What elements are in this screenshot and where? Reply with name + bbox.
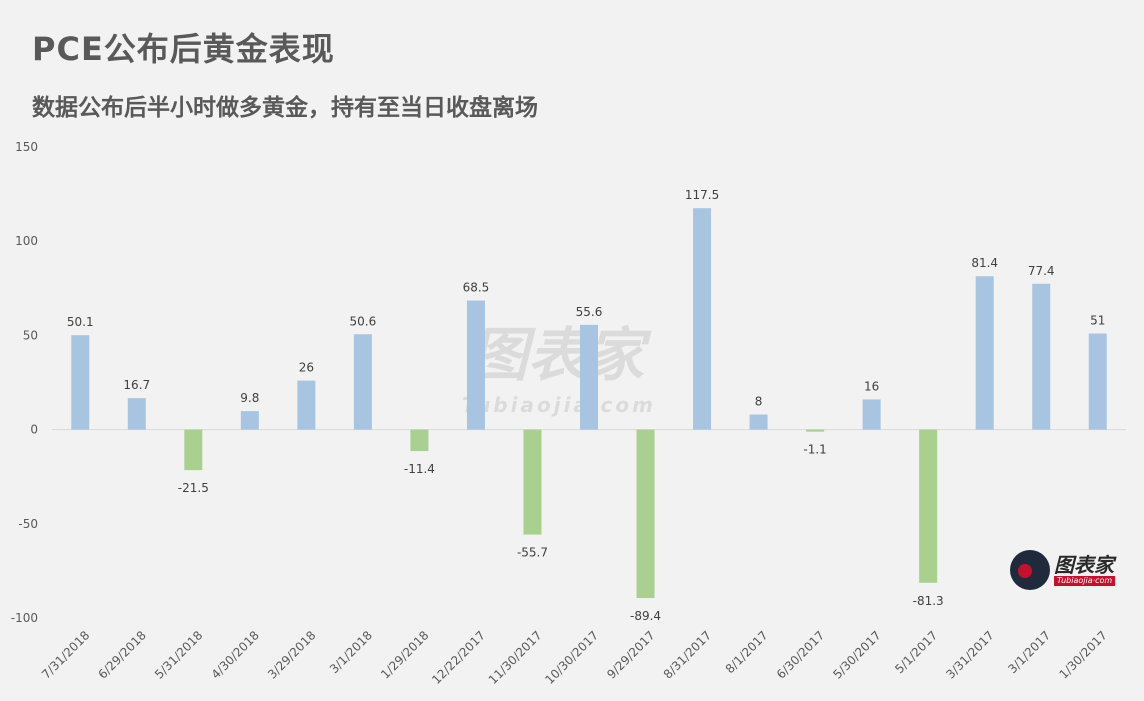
x-tick-label: 1/29/2018 — [378, 628, 431, 681]
bar — [919, 429, 938, 583]
chart-title: PCE公布后黄金表现 — [32, 30, 335, 68]
x-tick-label: 7/31/2018 — [39, 628, 92, 681]
data-label: 77.4 — [1028, 264, 1055, 278]
bar — [749, 414, 768, 430]
x-tick-label: 12/22/2017 — [429, 628, 488, 687]
x-tick-label: 4/30/2018 — [209, 628, 262, 681]
data-label: 8 — [755, 395, 763, 409]
bar — [353, 334, 372, 430]
y-tick-label: -50 — [18, 517, 38, 531]
bar — [806, 429, 825, 432]
data-label: 16 — [864, 379, 879, 393]
data-label: 50.1 — [67, 315, 94, 329]
x-tick-label: 8/31/2017 — [661, 628, 714, 681]
data-labels: 50.1 16.7 -21.5 9.8 26 50.6 -11.4 68.5 -55.7 55.6… — [67, 188, 1105, 623]
chart-subtitle: 数据公布后半小时做多黄金，持有至当日收盘离场 — [32, 95, 538, 121]
data-label: -89.4 — [630, 609, 661, 623]
x-tick-label: 3/31/2017 — [943, 628, 996, 681]
watermark-subtext: Tubiaojia·com — [462, 393, 656, 417]
y-tick-label: -100 — [11, 611, 38, 625]
data-label: 117.5 — [685, 188, 719, 202]
bar — [297, 380, 316, 430]
bar — [71, 335, 90, 430]
data-label: -1.1 — [803, 443, 826, 457]
data-label: -55.7 — [517, 546, 548, 560]
y-tick-label: 150 — [15, 140, 38, 154]
logo-head-icon — [1010, 550, 1050, 590]
data-label: 51 — [1090, 314, 1105, 328]
bar — [127, 398, 146, 430]
data-label: -11.4 — [404, 462, 435, 476]
logo-text: 图表家 — [1054, 553, 1114, 577]
data-label: 26 — [299, 361, 314, 375]
bar — [466, 300, 485, 430]
x-tick-label: 3/1/2017 — [1005, 628, 1053, 676]
x-tick-label: 5/1/2017 — [892, 628, 940, 676]
brand-logo: 图表家 Tubiaojia·com — [1010, 550, 1116, 590]
bar — [523, 429, 542, 535]
data-label: 81.4 — [971, 256, 998, 270]
bar — [693, 208, 712, 430]
watermark: 图表家 Tubiaojia·com — [462, 321, 656, 417]
x-tick-label: 1/30/2017 — [1056, 628, 1109, 681]
bar — [636, 429, 655, 599]
bar — [580, 324, 598, 430]
bar — [184, 429, 203, 471]
data-label: 68.5 — [463, 281, 490, 295]
logo-subtext: Tubiaojia·com — [1054, 576, 1116, 586]
watermark-text: 图表家 — [470, 321, 652, 389]
y-tick-label: 100 — [15, 234, 38, 248]
data-label: -21.5 — [178, 481, 209, 495]
x-tick-label: 8/1/2017 — [723, 628, 771, 676]
bar — [240, 411, 259, 430]
x-tick-label: 9/29/2017 — [604, 628, 657, 681]
x-tick-label: 6/30/2017 — [774, 628, 827, 681]
data-label: 16.7 — [123, 378, 150, 392]
y-tick-label: 50 — [23, 328, 38, 342]
bar — [1032, 283, 1051, 430]
x-tick-label: 11/30/2017 — [486, 628, 545, 687]
x-axis: 7/31/2018 6/29/2018 5/31/2018 4/30/2018 3/29… — [39, 628, 1110, 687]
bars — [71, 208, 1107, 599]
bar — [862, 399, 881, 430]
x-tick-label: 3/1/2018 — [327, 628, 375, 676]
y-tick-label: 0 — [30, 423, 38, 437]
bar — [975, 276, 994, 430]
x-tick-label: 5/30/2017 — [830, 628, 883, 681]
x-tick-label: 3/29/2018 — [265, 628, 318, 681]
bar — [410, 429, 429, 452]
data-label: 55.6 — [576, 305, 603, 319]
data-label: -81.3 — [913, 594, 944, 608]
data-label: 9.8 — [240, 391, 259, 405]
x-tick-label: 10/30/2017 — [542, 628, 601, 687]
x-tick-label: 6/29/2018 — [96, 628, 149, 681]
bar — [1088, 333, 1107, 430]
x-tick-label: 5/31/2018 — [152, 628, 205, 681]
data-label: 50.6 — [350, 314, 377, 328]
y-axis: 150 100 50 0 -50 -100 — [11, 140, 1126, 625]
